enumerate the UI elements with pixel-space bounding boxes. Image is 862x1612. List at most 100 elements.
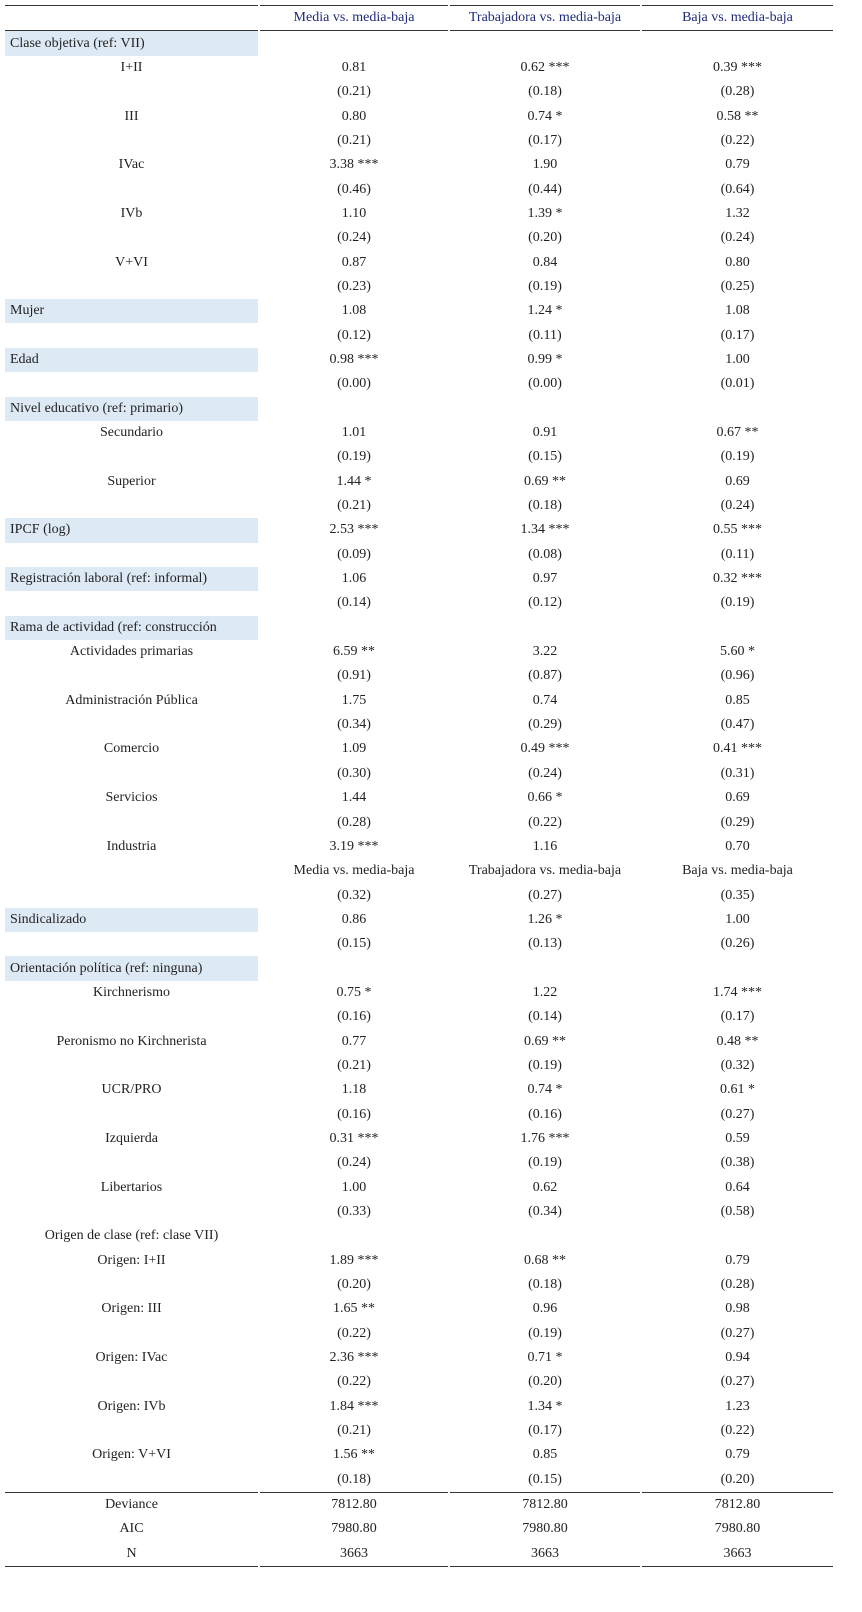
row-label: Rama de actividad (ref: construcción [5,615,258,640]
cell: 0.86 [341,911,367,927]
cell: 0.99 * [527,351,563,367]
cell: (0.15) [337,936,371,952]
row-label: Nivel educativo (ref: primario) [5,396,258,421]
table-row: (0.16) (0.14) (0.17) [5,1005,833,1029]
cell: 1.00 [341,1179,367,1195]
row-label [5,1370,258,1394]
stat-cell: 7812.80 [450,1491,640,1517]
cell [260,397,448,421]
table-row: Servicios 1.44 0.66 * 0.69 [5,786,833,810]
footer-row: AIC 7980.80 7980.80 7980.80 [5,1517,833,1541]
cell: 0.74 * [527,108,563,124]
table-row: (0.21) (0.17) (0.22) [5,129,833,153]
cell: (0.18) [528,1277,562,1293]
cell: 0.71 * [527,1350,563,1366]
cell: 1.56 ** [333,1447,375,1463]
row-label: Orientación política (ref: ninguna) [5,956,258,981]
cell: 0.67 ** [716,425,759,441]
cell: 0.98 [725,1301,750,1317]
cell: 0.85 [532,1447,558,1463]
table-row: (0.15) (0.13) (0.26) [5,932,833,956]
cell: (0.22) [720,1423,755,1439]
cell: 5.60 * [720,644,755,660]
cell: 1.23 [725,1398,750,1414]
cell: (0.26) [720,936,755,952]
table-row: (0.22) (0.19) (0.27) [5,1322,833,1346]
stat-cell: 3663 [642,1542,833,1567]
row-label: Sindicalizado [5,907,258,933]
row-label: Libertarios [100,1179,163,1195]
row-label: Servicios [105,790,158,806]
table-row: Peronismo no Kirchnerista 0.77 0.69 ** 0.48… [5,1029,833,1053]
stat-cell: 7812.80 [642,1491,833,1517]
table-row: Administración Pública 1.75 0.74 0.85 [5,689,833,713]
cell: 0.77 [341,1033,367,1049]
cell: 1.65 ** [333,1301,375,1317]
cell: 0.70 [725,838,750,854]
cell: (0.19) [528,1057,562,1073]
cell [642,31,833,55]
cell: 0.69 [725,790,750,806]
cell: 0.79 [725,1252,750,1268]
cell: 0.85 [725,692,750,708]
table-row: Izquierda 0.31 *** 1.76 *** 0.59 [5,1127,833,1151]
cell: (0.14) [337,595,371,611]
table-row: Origen: I+II 1.89 *** 0.68 ** 0.79 [5,1249,833,1273]
row-label: Registración laboral (ref: informal) [5,566,258,592]
cell [642,397,833,421]
cell: 0.94 [725,1350,750,1366]
stat-label: AIC [119,1521,144,1537]
cell: 1.10 [341,205,367,221]
cell: (0.24) [337,230,371,246]
table-row: Media vs. media-baja Trabajadora vs. medi… [5,859,833,883]
row-label [5,883,258,907]
cell [642,956,833,980]
row-label: Comercio [103,741,160,757]
cell: 0.49 *** [520,741,570,757]
column-header: Media vs. media-baja [260,5,448,32]
row-label [5,1054,258,1078]
cell: (0.46) [337,181,371,197]
row-label: Mujer [5,299,258,324]
cell: 0.48 ** [716,1033,759,1049]
table-row: V+VI 0.87 0.84 0.80 [5,250,833,274]
cell: 1.44 [341,790,367,806]
cell: (0.27) [720,1106,755,1122]
column-header: Trabajadora vs. media-baja [450,5,640,32]
row-label: Izquierda [105,1130,158,1146]
table-row: Libertarios 1.00 0.62 0.64 [5,1176,833,1200]
table-row: (0.00) (0.00) (0.01) [5,372,833,396]
cell: (0.29) [720,814,755,830]
row-label [5,1200,258,1224]
table-row: (0.09) (0.08) (0.11) [5,543,833,567]
row-label: IVac [118,157,145,173]
cell: 0.41 *** [713,741,762,757]
cell: Baja vs. media-baja [682,863,793,879]
cell: (0.21) [337,498,371,514]
cell: (0.17) [720,1009,755,1025]
row-label: IVb [120,205,143,221]
cell: (0.87) [528,668,562,684]
cell: 0.80 [341,108,367,124]
cell [642,1224,833,1248]
cell: 1.08 [341,303,367,319]
cell: (0.20) [528,1374,562,1390]
table-row: Origen: IVb 1.84 *** 1.34 * 1.23 [5,1395,833,1419]
cell: 1.34 * [527,1398,563,1414]
cell: (0.24) [720,230,755,246]
row-label: Clase objetiva (ref: VII) [5,31,258,56]
row-label: Origen: IVac [95,1350,168,1366]
cell: 0.59 [725,1130,750,1146]
cell: (0.44) [528,181,562,197]
cell: (0.19) [337,449,371,465]
row-label [5,1102,258,1126]
row-label: Origen: III [101,1301,162,1317]
cell: (0.27) [720,1325,755,1341]
stat-cell: 7980.80 [331,1521,377,1537]
table-row: Kirchnerismo 0.75 * 1.22 1.74 *** [5,981,833,1005]
stat-label: N [5,1542,258,1567]
cell: (0.00) [337,376,371,392]
cell: 0.31 *** [329,1130,379,1146]
cell [260,616,448,640]
cell: (0.33) [337,1204,371,1220]
